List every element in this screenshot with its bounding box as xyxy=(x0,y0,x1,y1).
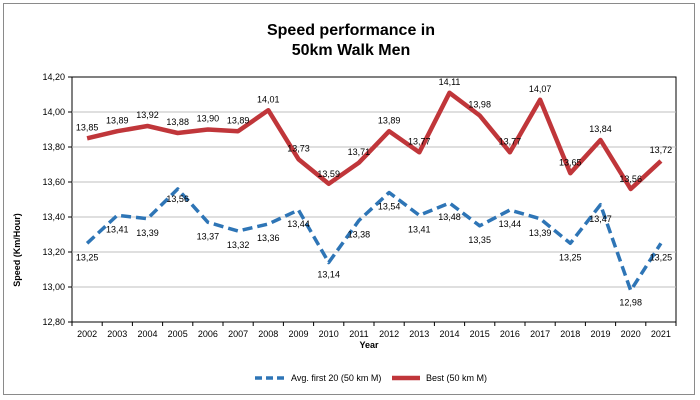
data-label-avg: 13,25 xyxy=(76,252,99,262)
data-label-best: 13,89 xyxy=(227,115,250,125)
data-label-avg: 13,44 xyxy=(287,219,310,229)
y-tick-label: 13,40 xyxy=(42,212,65,222)
x-tick-label: 2019 xyxy=(590,329,610,339)
data-label-best: 13,88 xyxy=(166,117,189,127)
y-tick-label: 12,80 xyxy=(42,317,65,327)
x-tick-label: 2008 xyxy=(258,329,278,339)
y-tick-label: 14,20 xyxy=(42,72,65,82)
data-label-best: 13,90 xyxy=(197,114,220,124)
data-label-best: 13,73 xyxy=(287,143,310,153)
data-label-avg: 13,38 xyxy=(348,230,371,240)
y-tick-label: 13,60 xyxy=(42,177,65,187)
data-label-best: 13,85 xyxy=(76,122,99,132)
data-label-avg: 13,25 xyxy=(650,252,673,262)
x-tick-label: 2012 xyxy=(379,329,399,339)
y-tick-label: 13,80 xyxy=(42,142,65,152)
data-label-avg: 13,14 xyxy=(317,270,340,280)
x-tick-label: 2004 xyxy=(137,329,157,339)
data-label-best: 13,84 xyxy=(589,124,612,134)
data-label-best: 13,92 xyxy=(136,110,159,120)
y-axis-label: Speed (Km/Hour) xyxy=(12,213,22,287)
x-tick-label: 2002 xyxy=(77,329,97,339)
data-label-best: 13,56 xyxy=(619,174,642,184)
y-tick-label: 13,20 xyxy=(42,247,65,257)
data-label-avg: 13,48 xyxy=(438,212,461,222)
x-tick-label: 2011 xyxy=(349,329,368,339)
data-label-best: 13,77 xyxy=(408,136,431,146)
data-label-best: 14,07 xyxy=(529,84,552,94)
chart-frame xyxy=(3,3,695,395)
data-label-best: 13,89 xyxy=(378,115,401,125)
data-label-avg: 13,47 xyxy=(589,214,612,224)
x-tick-label: 2020 xyxy=(621,329,641,339)
chart-title-line-1: Speed performance in xyxy=(267,22,435,39)
x-tick-label: 2013 xyxy=(409,329,429,339)
legend: Avg. first 20 (50 km M) Best (50 km M) xyxy=(255,373,487,383)
data-label-best: 13,98 xyxy=(468,100,491,110)
data-label-avg: 13,25 xyxy=(559,252,582,262)
data-label-avg: 13,37 xyxy=(197,231,220,241)
y-tick-label: 14,00 xyxy=(42,107,65,117)
data-label-best: 13,89 xyxy=(106,115,129,125)
x-tick-label: 2010 xyxy=(319,329,339,339)
data-label-best: 13,59 xyxy=(317,169,340,179)
data-label-best: 14,01 xyxy=(257,94,280,104)
series-line-avg-first-20 xyxy=(85,187,663,293)
data-label-avg: 13,41 xyxy=(106,224,129,234)
x-axis-label: Year xyxy=(359,340,379,350)
data-label-avg: 13,56 xyxy=(166,194,189,204)
legend-label-best: Best (50 km M) xyxy=(426,373,487,383)
x-tick-label: 2015 xyxy=(470,329,490,339)
x-tick-label: 2009 xyxy=(288,329,308,339)
data-label-avg: 13,32 xyxy=(227,240,250,250)
x-tick-label: 2016 xyxy=(500,329,520,339)
x-axis-ticks: 2002 2003 2004 2005 2006 2007 2008 2009 2010 2011… xyxy=(71,322,677,339)
gridlines xyxy=(71,76,677,323)
series-line-best xyxy=(86,90,663,192)
data-label-avg: 13,35 xyxy=(468,235,491,245)
x-tick-label: 2017 xyxy=(530,329,550,339)
data-labels: 13,25 13,41 13,39 13,56 13,37 13,32 13,36 13,44… xyxy=(76,77,672,308)
data-label-avg: 13,39 xyxy=(136,228,159,238)
x-tick-label: 2018 xyxy=(560,329,580,339)
y-axis-ticks: 12,80 13,00 13,20 13,40 13,60 13,80 14,00 14,20 xyxy=(42,72,72,327)
data-label-avg: 13,54 xyxy=(378,202,401,212)
x-tick-label: 2006 xyxy=(198,329,218,339)
x-tick-label: 2003 xyxy=(107,329,127,339)
data-label-best: 13,65 xyxy=(559,157,582,167)
data-label-best: 13,72 xyxy=(650,145,673,155)
series-lines xyxy=(85,90,663,293)
chart-title-line-2: 50km Walk Men xyxy=(292,42,411,59)
data-label-avg: 13,39 xyxy=(529,228,552,238)
x-tick-label: 2007 xyxy=(228,329,248,339)
data-label-avg: 13,41 xyxy=(408,224,431,234)
data-label-best: 13,77 xyxy=(499,136,522,146)
x-tick-label: 2005 xyxy=(168,329,188,339)
plot-area-border xyxy=(71,76,677,323)
legend-label-avg: Avg. first 20 (50 km M) xyxy=(291,373,381,383)
x-tick-label: 2014 xyxy=(439,329,459,339)
data-label-avg: 13,36 xyxy=(257,233,280,243)
data-label-avg: 12,98 xyxy=(619,298,642,308)
data-label-best: 14,11 xyxy=(439,77,461,87)
y-tick-label: 13,00 xyxy=(42,282,65,292)
data-label-avg: 13,44 xyxy=(499,219,522,229)
x-tick-label: 2021 xyxy=(651,329,671,339)
data-label-best: 13,71 xyxy=(348,147,371,157)
